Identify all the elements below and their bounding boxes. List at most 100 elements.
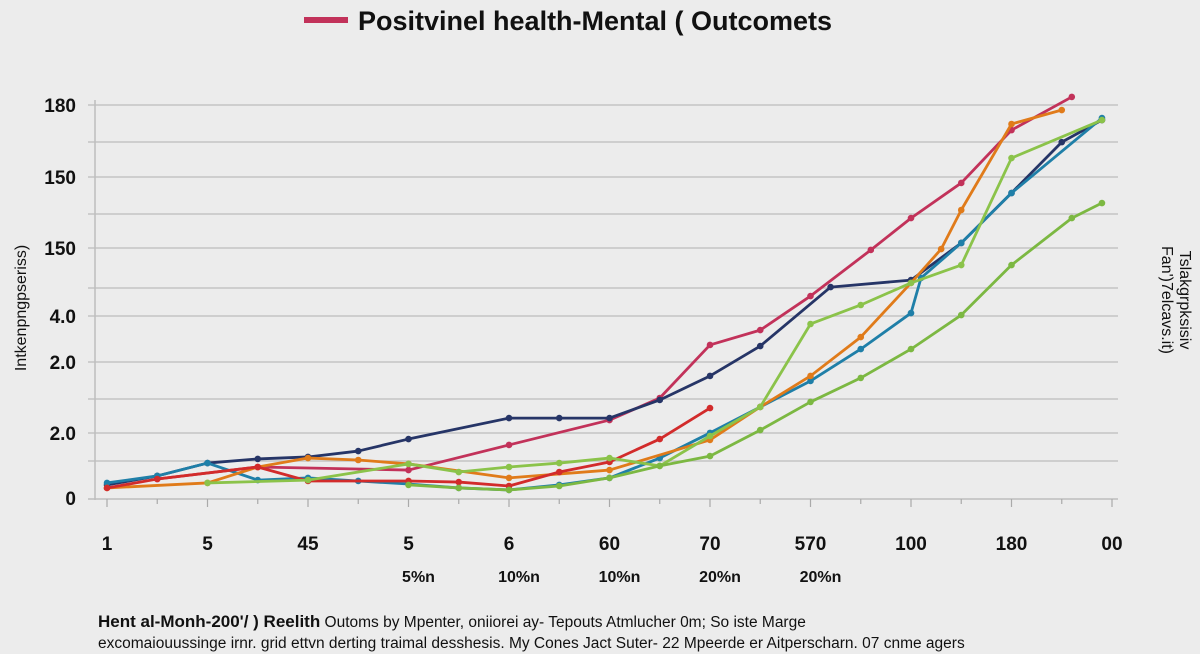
x-tick-label: 5 xyxy=(403,534,414,555)
data-point xyxy=(907,309,915,317)
y-tick-label: 2.0 xyxy=(50,353,76,374)
data-point xyxy=(807,292,814,300)
data-point xyxy=(103,484,111,492)
series-line xyxy=(207,118,1103,485)
x-sub-label: 10%n xyxy=(599,569,641,586)
data-point xyxy=(505,486,513,494)
series-line xyxy=(106,118,1103,487)
caption-line-1: Hent al-Monh-200'/ ) Reelith Outoms by M… xyxy=(98,612,806,631)
data-point xyxy=(706,372,714,380)
data-point xyxy=(706,452,714,460)
y-tick-label: 2.0 xyxy=(50,424,76,445)
data-point xyxy=(555,414,563,422)
data-point xyxy=(1098,116,1106,124)
data-point xyxy=(706,404,714,412)
data-point xyxy=(1058,138,1066,146)
data-point xyxy=(957,179,965,187)
data-point xyxy=(706,341,714,349)
series-6 xyxy=(405,199,1106,494)
data-point xyxy=(706,432,714,440)
data-point xyxy=(254,463,262,471)
data-point xyxy=(807,320,814,328)
y-tick-label: 150 xyxy=(44,239,76,260)
data-point xyxy=(907,279,915,287)
data-point xyxy=(505,414,513,422)
x-sub-label: 10%n xyxy=(498,569,540,586)
x-tick-label: 60 xyxy=(599,534,620,555)
caption-bold: Hent al-Monh-200'/ ) Reelith xyxy=(98,612,320,631)
data-point xyxy=(1068,93,1076,101)
y-axis-label-right-2: Tslakgrpksisiv xyxy=(1176,251,1193,350)
data-point xyxy=(807,372,814,380)
data-point xyxy=(827,283,834,291)
series-5 xyxy=(204,116,1106,487)
data-point xyxy=(405,481,412,489)
data-point xyxy=(405,435,412,443)
data-point xyxy=(505,463,513,471)
data-point xyxy=(857,374,865,382)
data-point xyxy=(153,475,161,483)
data-point xyxy=(204,479,211,487)
data-point xyxy=(857,333,865,341)
x-tick-label: 570 xyxy=(795,534,827,555)
x-tick-label: 00 xyxy=(1101,534,1122,555)
data-point xyxy=(606,474,613,482)
data-point xyxy=(1058,106,1066,114)
data-point xyxy=(405,466,412,474)
data-point xyxy=(857,345,865,353)
data-point xyxy=(957,261,965,269)
data-point xyxy=(1008,120,1015,128)
data-point xyxy=(555,468,563,476)
data-point xyxy=(354,456,362,464)
data-point xyxy=(304,454,312,462)
x-sub-label: 20%n xyxy=(800,569,842,586)
data-point xyxy=(756,403,764,411)
data-point xyxy=(857,301,865,309)
y-tick-label: 4.0 xyxy=(50,307,76,328)
data-point xyxy=(937,245,945,253)
gridlines xyxy=(88,104,1118,462)
y-tick-label: 180 xyxy=(44,96,76,117)
data-point xyxy=(505,474,513,482)
data-point xyxy=(1098,199,1106,207)
series-line xyxy=(106,108,1063,490)
data-point xyxy=(756,326,764,334)
data-point xyxy=(1068,214,1076,222)
x-tick-label: 1 xyxy=(102,534,113,555)
data-point xyxy=(756,342,764,350)
data-point xyxy=(1008,189,1015,197)
x-tick-label: 45 xyxy=(297,534,319,555)
series-line xyxy=(408,201,1103,492)
data-point xyxy=(957,239,965,247)
data-point xyxy=(254,455,262,463)
data-point xyxy=(606,414,613,422)
x-sub-label: 5%n xyxy=(402,569,435,586)
data-point xyxy=(103,479,111,487)
data-point xyxy=(455,478,463,486)
x-tick-label: 6 xyxy=(504,534,515,555)
data-point xyxy=(1008,154,1015,162)
caption-line-2: excomaiouussinge irnr. grid ettvn dertin… xyxy=(98,635,965,652)
data-point xyxy=(656,396,664,404)
data-point xyxy=(405,460,412,468)
series-group xyxy=(103,93,1106,494)
data-point xyxy=(304,476,312,484)
data-point xyxy=(606,466,613,474)
y-tick-label: 0 xyxy=(65,489,76,510)
y-axis-label: Intkenpngpseriss) xyxy=(13,245,30,371)
legend-swatch xyxy=(304,17,348,23)
caption-rest: Outoms by Mpenter, oniiorei ay- Tepouts … xyxy=(320,614,806,631)
x-tick-label: 100 xyxy=(895,534,927,555)
y-axis-ticks: 180 150 150 4.0 2.0 2.0 0 xyxy=(44,96,76,510)
data-point xyxy=(907,214,915,222)
data-point xyxy=(807,377,814,385)
data-point xyxy=(867,246,875,254)
x-tick-label: 70 xyxy=(699,534,720,555)
chart-title: Positvinel health-Mental ( Outcomets xyxy=(358,6,832,36)
x-tick-label: 5 xyxy=(202,534,213,555)
x-axis-ticks: 1 5 45 5 6 60 70 570 100 180 00 5%n 10%n 10%n 20%n 20%n xyxy=(102,499,1123,586)
x-tick-label: 180 xyxy=(996,534,1028,555)
series-line xyxy=(106,117,1103,492)
data-point xyxy=(807,398,814,406)
